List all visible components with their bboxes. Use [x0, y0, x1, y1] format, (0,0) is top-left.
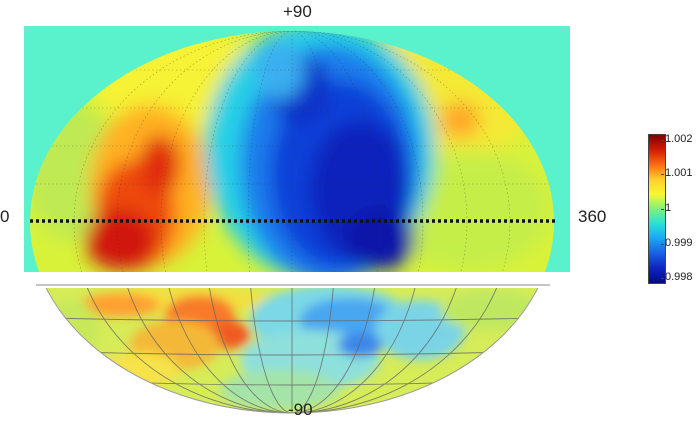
colorbar-tick-max: 1.002 — [661, 133, 693, 145]
colorbar-tick: 0.999 — [661, 237, 693, 249]
label-south-pole: -90 — [288, 400, 313, 419]
label-longitude-start: 0 — [0, 207, 10, 226]
label-longitude-end: 360 — [578, 207, 607, 226]
colorbar-tick-min: 0.998 — [661, 271, 693, 283]
colorbar-tick: 1.001 — [661, 167, 693, 179]
lower-sky-map — [30, 288, 554, 414]
colorbar-gradient — [648, 134, 666, 284]
label-north-pole: +90 — [283, 2, 312, 21]
colorbar: 1.002 1.001 1 0.999 0.998 — [648, 133, 700, 286]
colorbar-tick: 1 — [660, 202, 672, 214]
